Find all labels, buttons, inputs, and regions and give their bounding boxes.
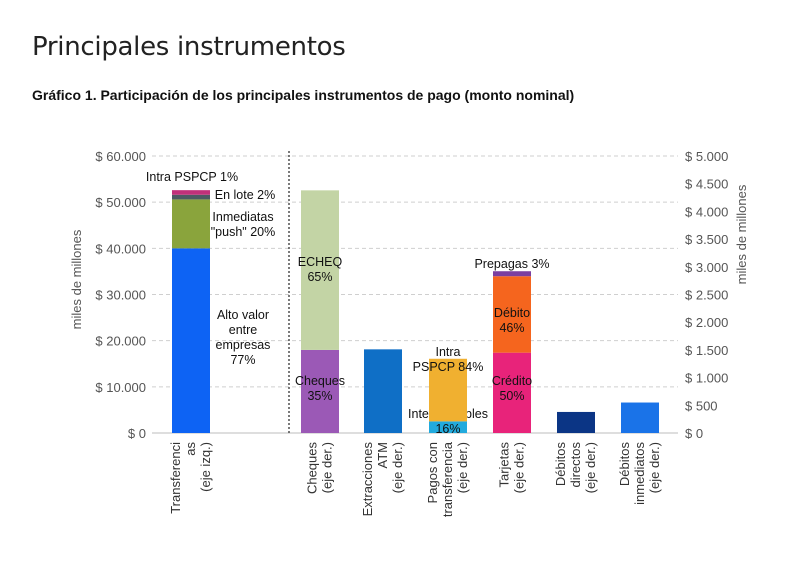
category-label: Tarjetas <box>497 442 512 488</box>
category-label: (eje izq.) <box>198 442 213 492</box>
left-axis-title: miles de millones <box>69 229 84 329</box>
left-tick-label: $ 10.000 <box>95 380 146 395</box>
segment-label: "push" 20% <box>211 225 275 239</box>
category-label: Transferenci <box>168 442 183 514</box>
segment-label: entre <box>229 323 258 337</box>
segment-label: 16% <box>435 422 460 436</box>
right-tick-label: $ 3.000 <box>685 260 728 275</box>
bar-segment-debitos_directos-0 <box>557 411 595 433</box>
category-label: (eje der.) <box>647 442 662 493</box>
category-label: transferencia <box>440 441 455 517</box>
right-tick-label: $ 4.500 <box>685 177 728 192</box>
category-label: Extracciones <box>360 442 375 517</box>
segment-label: En lote 2% <box>215 188 275 202</box>
left-tick-label: $ 60.000 <box>95 149 146 164</box>
bar-segment-atm-0 <box>364 349 402 433</box>
right-tick-label: $ 500 <box>685 398 718 413</box>
bar-segment-pct-0 <box>429 421 467 433</box>
bar-segment-tarjetas-2 <box>493 271 531 277</box>
category-label: Pagos con <box>425 442 440 503</box>
category-label: Débitos <box>617 442 632 487</box>
right-tick-label: $ 1.000 <box>685 371 728 386</box>
segment-label: 77% <box>230 353 255 367</box>
category-label: (eje der.) <box>512 442 527 493</box>
category-label: Débitos <box>553 442 568 487</box>
segment-label: empresas <box>216 338 271 352</box>
segment-label: Intra PSPCP 1% <box>146 170 238 184</box>
right-tick-label: $ 2.500 <box>685 288 728 303</box>
bar-segment-tarjetas-0 <box>493 352 531 433</box>
segment-label: 46% <box>499 321 524 335</box>
category-label: Cheques <box>305 442 320 495</box>
segment-label: Cheques <box>295 374 345 388</box>
left-tick-label: $ 30.000 <box>95 288 146 303</box>
category-label: as <box>183 442 198 456</box>
bar-segment-tarjetas-1 <box>493 276 531 353</box>
category-label: (eje der.) <box>390 442 405 493</box>
left-tick-label: $ 20.000 <box>95 334 146 349</box>
left-tick-label: $ 40.000 <box>95 241 146 256</box>
segment-label: 50% <box>499 389 524 403</box>
page-title: Principales instrumentos <box>32 32 346 62</box>
category-label: inmediatos <box>632 442 647 505</box>
right-tick-label: $ 3.500 <box>685 232 728 247</box>
segment-label: Inmediatas <box>212 210 273 224</box>
bar-segment-transferencias-2 <box>172 194 210 200</box>
segment-label: 65% <box>307 270 332 284</box>
category-label: directos <box>568 442 583 488</box>
bar-segment-cheques-0 <box>301 349 339 433</box>
bar-segment-transferencias-0 <box>172 248 210 433</box>
segment-label: Crédito <box>492 374 532 388</box>
bar-segment-cheques-1 <box>301 190 339 350</box>
chart-title: Gráfico 1. Participación de los principa… <box>32 87 575 103</box>
category-label: (eje der.) <box>583 442 598 493</box>
bar-segment-pct-1 <box>429 358 467 422</box>
right-tick-label: $ 0 <box>685 426 703 441</box>
segment-label: Intra <box>435 345 460 359</box>
right-tick-label: $ 4.000 <box>685 204 728 219</box>
bar-segment-debitos_inmediatos-0 <box>621 402 659 433</box>
left-tick-label: $ 50.000 <box>95 195 146 210</box>
bar-segment-transferencias-1 <box>172 199 210 249</box>
right-tick-label: $ 2.000 <box>685 315 728 330</box>
category-label: (eje der.) <box>320 442 335 493</box>
right-tick-label: $ 1.500 <box>685 343 728 358</box>
category-label: (eje der.) <box>455 442 470 493</box>
segment-label: Alto valor <box>217 308 269 322</box>
category-label: ATM <box>375 442 390 468</box>
segment-label: ECHEQ <box>298 255 343 269</box>
bar-segment-transferencias-3 <box>172 190 210 195</box>
right-axis-title: miles de millones <box>734 184 749 284</box>
segment-label: Prepagas 3% <box>474 257 549 271</box>
left-tick-label: $ 0 <box>128 426 146 441</box>
segment-label: Débito <box>494 306 530 320</box>
segment-label: PSPCP 84% <box>413 360 484 374</box>
segment-label: 35% <box>307 389 332 403</box>
right-tick-label: $ 5.000 <box>685 149 728 164</box>
